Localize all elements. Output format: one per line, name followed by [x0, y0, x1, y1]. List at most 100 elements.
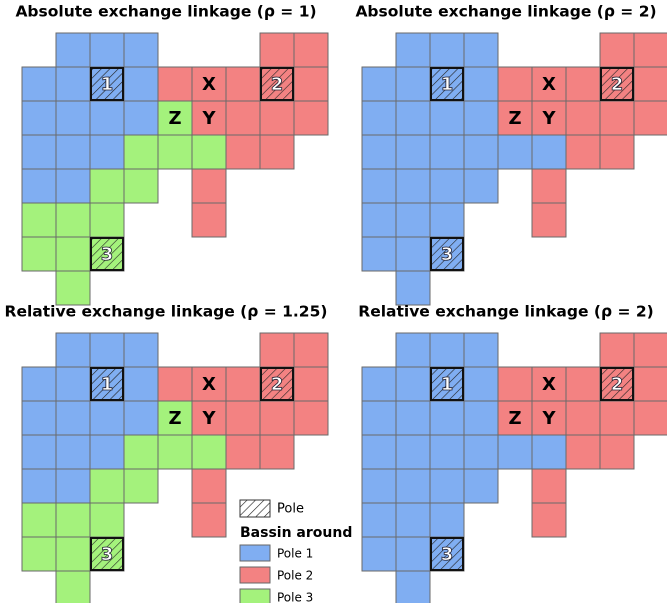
cell	[259, 332, 295, 368]
cell	[21, 202, 57, 238]
cell	[361, 100, 397, 136]
cell	[395, 332, 431, 368]
cell	[225, 100, 261, 136]
cell	[599, 134, 635, 170]
cell	[157, 434, 193, 470]
cell	[395, 134, 431, 170]
cell	[395, 202, 431, 238]
cell	[633, 100, 667, 136]
cell	[633, 332, 667, 368]
panel-title: Absolute exchange linkage (ρ = 1)	[15, 3, 316, 21]
cell	[429, 202, 465, 238]
cell	[55, 100, 91, 136]
cell	[463, 100, 499, 136]
cell-label: X	[202, 74, 216, 95]
cell	[531, 366, 567, 402]
cell	[633, 366, 667, 402]
legend-pole-swatch	[239, 499, 271, 518]
cell	[531, 434, 567, 470]
cell	[429, 100, 465, 136]
cell	[55, 570, 91, 606]
pole-hatch	[430, 537, 464, 571]
cell	[55, 168, 91, 204]
cell	[633, 32, 667, 68]
cell-label: Y	[541, 108, 556, 129]
cell	[123, 168, 159, 204]
legend-swatch	[239, 566, 271, 584]
cell	[21, 366, 57, 402]
cell	[531, 100, 567, 136]
legend-pole: Pole	[277, 502, 304, 517]
cell	[429, 434, 465, 470]
cell	[89, 202, 125, 238]
cell	[531, 134, 567, 170]
cell	[89, 468, 125, 504]
pole-hatch	[430, 67, 464, 101]
cell	[21, 434, 57, 470]
cell-label: 3	[441, 244, 454, 265]
cell	[259, 134, 295, 170]
cell-label: 1	[441, 74, 454, 95]
cell	[123, 468, 159, 504]
cell	[89, 502, 125, 538]
cell	[497, 366, 533, 402]
pole-hatch	[430, 367, 464, 401]
cell	[21, 100, 57, 136]
cell	[21, 168, 57, 204]
cell-label: Z	[508, 408, 521, 429]
cell	[463, 366, 499, 402]
cell	[361, 468, 397, 504]
cell	[55, 502, 91, 538]
cell	[21, 400, 57, 436]
cell-label: X	[202, 374, 216, 395]
cell	[123, 134, 159, 170]
cell	[55, 270, 91, 306]
cell-label: Z	[168, 108, 181, 129]
legend-label: Pole 2	[277, 569, 313, 583]
cell	[633, 66, 667, 102]
cell	[157, 66, 193, 102]
cell	[55, 468, 91, 504]
cell	[361, 202, 397, 238]
cell	[531, 168, 567, 204]
cell	[429, 468, 465, 504]
cell	[293, 400, 329, 436]
cell	[429, 502, 465, 538]
cell	[191, 434, 227, 470]
cell	[361, 366, 397, 402]
cell	[89, 168, 125, 204]
cell	[497, 434, 533, 470]
cell	[191, 468, 227, 504]
cell	[361, 66, 397, 102]
cell	[293, 332, 329, 368]
cell	[361, 434, 397, 470]
cell	[259, 32, 295, 68]
pole-hatch	[90, 237, 124, 271]
cell	[463, 32, 499, 68]
cell	[497, 400, 533, 436]
cell	[395, 236, 431, 272]
cell	[55, 32, 91, 68]
cell	[395, 502, 431, 538]
cell	[191, 66, 227, 102]
cell	[633, 400, 667, 436]
cell	[361, 168, 397, 204]
cell	[361, 236, 397, 272]
cell-label: 1	[441, 374, 454, 395]
cell	[55, 366, 91, 402]
cell	[89, 400, 125, 436]
legend-label: Pole 1	[277, 547, 313, 561]
cell	[395, 32, 431, 68]
cell-label: X	[542, 374, 556, 395]
cell-label: Z	[168, 408, 181, 429]
pole-hatch	[260, 67, 294, 101]
cell-label: 3	[101, 244, 114, 265]
cell	[55, 332, 91, 368]
cell	[395, 570, 431, 606]
cell	[55, 536, 91, 572]
cell	[225, 66, 261, 102]
cell	[157, 134, 193, 170]
cell	[293, 366, 329, 402]
cell	[463, 168, 499, 204]
cell	[565, 366, 601, 402]
